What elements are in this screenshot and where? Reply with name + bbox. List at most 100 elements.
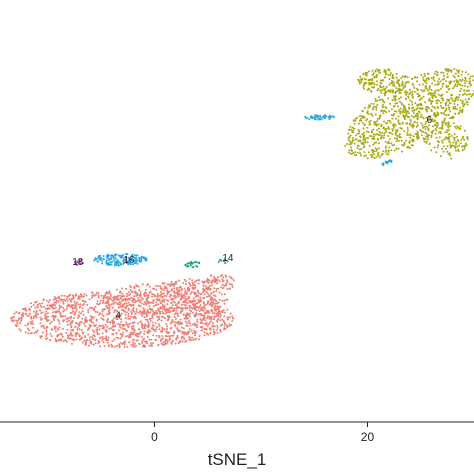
data-point bbox=[102, 295, 105, 298]
data-point bbox=[376, 117, 379, 120]
data-point bbox=[174, 325, 177, 328]
data-point bbox=[71, 342, 73, 345]
data-point bbox=[454, 105, 457, 108]
data-point bbox=[383, 134, 386, 137]
data-point bbox=[208, 322, 211, 325]
data-point bbox=[62, 319, 65, 322]
data-point bbox=[224, 274, 227, 277]
data-point bbox=[158, 328, 161, 331]
data-point bbox=[454, 147, 457, 150]
data-point bbox=[155, 301, 158, 304]
data-point bbox=[447, 126, 450, 129]
data-point bbox=[205, 332, 208, 335]
data-point bbox=[210, 305, 213, 308]
data-point bbox=[410, 115, 413, 117]
data-point bbox=[455, 79, 458, 82]
data-point bbox=[425, 85, 428, 88]
data-point bbox=[416, 76, 419, 79]
data-point bbox=[169, 306, 172, 309]
data-point bbox=[140, 299, 143, 302]
data-point bbox=[314, 118, 317, 121]
data-point bbox=[456, 145, 459, 148]
cluster-label-14: 14 bbox=[222, 253, 234, 264]
data-point bbox=[205, 287, 208, 290]
data-point bbox=[48, 299, 51, 302]
data-point bbox=[80, 321, 83, 324]
data-point bbox=[91, 336, 94, 339]
data-point bbox=[231, 277, 234, 280]
data-point bbox=[187, 330, 190, 333]
data-point bbox=[127, 309, 130, 312]
data-point bbox=[405, 93, 408, 96]
data-point bbox=[168, 335, 171, 338]
data-point bbox=[388, 138, 391, 140]
data-point bbox=[66, 300, 69, 303]
data-point bbox=[443, 121, 446, 124]
data-point bbox=[193, 297, 195, 300]
data-point bbox=[404, 115, 407, 117]
data-point bbox=[121, 287, 123, 290]
data-point bbox=[348, 136, 351, 139]
data-point bbox=[439, 155, 442, 158]
data-point bbox=[129, 293, 132, 296]
data-point bbox=[134, 262, 137, 264]
data-point bbox=[173, 284, 176, 287]
data-point bbox=[184, 306, 187, 309]
data-point bbox=[140, 336, 143, 338]
data-point bbox=[396, 90, 398, 93]
data-point bbox=[411, 77, 414, 80]
data-point bbox=[468, 80, 471, 83]
data-point bbox=[53, 303, 56, 306]
data-point bbox=[445, 114, 448, 117]
data-point bbox=[420, 130, 423, 133]
data-point bbox=[448, 140, 451, 143]
data-point bbox=[78, 321, 81, 324]
data-point bbox=[416, 80, 419, 83]
data-point bbox=[164, 340, 167, 343]
data-point bbox=[401, 75, 404, 78]
data-point bbox=[113, 325, 116, 328]
data-point bbox=[412, 125, 415, 128]
data-point bbox=[456, 83, 459, 86]
data-point bbox=[460, 80, 463, 83]
data-point bbox=[179, 318, 182, 321]
data-point bbox=[41, 335, 43, 338]
data-point bbox=[371, 131, 374, 134]
data-point bbox=[170, 289, 173, 292]
data-point bbox=[143, 330, 146, 333]
data-point bbox=[107, 313, 110, 315]
data-point bbox=[129, 335, 131, 338]
data-point bbox=[373, 121, 376, 124]
data-point bbox=[359, 140, 362, 143]
data-point bbox=[45, 330, 48, 333]
data-point bbox=[71, 306, 74, 309]
data-point bbox=[78, 306, 81, 309]
data-point bbox=[363, 151, 366, 154]
data-point bbox=[404, 118, 406, 120]
data-point bbox=[404, 82, 407, 85]
data-point bbox=[349, 125, 352, 128]
data-point bbox=[96, 292, 99, 294]
data-point bbox=[135, 284, 138, 287]
data-point bbox=[438, 127, 441, 130]
data-point bbox=[149, 320, 152, 322]
data-point bbox=[200, 300, 203, 303]
data-point bbox=[430, 110, 433, 112]
data-point bbox=[92, 321, 95, 324]
data-point bbox=[111, 329, 114, 332]
data-point bbox=[423, 140, 426, 143]
data-point bbox=[394, 90, 397, 93]
data-point bbox=[101, 260, 104, 262]
data-point bbox=[377, 154, 380, 157]
data-point bbox=[72, 295, 75, 298]
data-point bbox=[436, 123, 439, 126]
data-point bbox=[188, 289, 191, 292]
data-point bbox=[222, 286, 225, 289]
data-point bbox=[441, 85, 444, 88]
data-point bbox=[206, 278, 209, 281]
data-point bbox=[84, 325, 87, 328]
data-point bbox=[59, 339, 62, 342]
data-point bbox=[358, 80, 361, 83]
data-point bbox=[115, 332, 118, 335]
